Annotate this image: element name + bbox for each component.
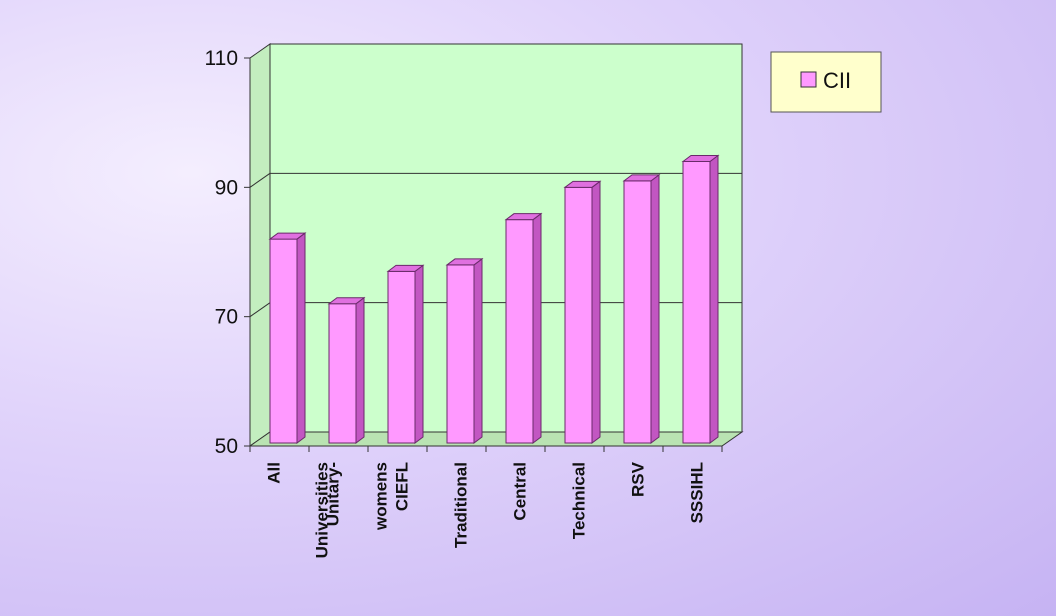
bar-top xyxy=(622,174,661,182)
bar xyxy=(327,296,366,444)
bar-front xyxy=(623,180,652,444)
category-label-line: All xyxy=(265,462,284,484)
bar xyxy=(622,173,661,444)
side-wall xyxy=(249,43,271,447)
bar-side xyxy=(296,232,306,444)
bar-side xyxy=(414,264,424,444)
bar-side xyxy=(650,173,660,444)
bar-side xyxy=(709,154,719,444)
category-label: Technical xyxy=(570,462,589,539)
bar-side xyxy=(591,180,601,444)
category-label: CIEFL xyxy=(393,462,412,511)
category-label: SSSIHL xyxy=(688,462,707,523)
chart-walls xyxy=(248,43,744,447)
legend-label: CII xyxy=(823,68,851,93)
category-label: Traditional xyxy=(452,462,471,548)
bar-top xyxy=(504,213,543,221)
bar-front xyxy=(505,219,534,444)
legend-swatch xyxy=(800,71,817,88)
category-label-line: womens xyxy=(372,462,391,531)
bar xyxy=(563,180,602,444)
bars xyxy=(268,154,720,444)
gridline-side xyxy=(249,302,271,318)
legend: CII xyxy=(770,51,882,113)
bar-top xyxy=(327,297,366,305)
bar-front xyxy=(387,270,416,444)
floor xyxy=(248,431,744,447)
bar-side xyxy=(532,212,542,444)
y-tick-label: 110 xyxy=(205,47,238,70)
gridline-side xyxy=(249,172,271,188)
category-label-line: Unitary- xyxy=(324,462,343,526)
y-tick-label: 70 xyxy=(215,306,238,329)
category-label-line: Universities xyxy=(313,462,332,558)
bar-top xyxy=(681,154,720,162)
bar-top xyxy=(386,264,425,272)
bar xyxy=(268,232,307,444)
bar-top xyxy=(563,180,602,188)
bar-front xyxy=(328,303,357,444)
bar xyxy=(681,154,720,444)
y-tick-label: 90 xyxy=(215,176,238,199)
bar-front xyxy=(682,160,711,444)
legend-box xyxy=(770,51,882,113)
bar-top xyxy=(445,258,484,266)
y-tick-label: 50 xyxy=(215,435,238,458)
y-axis-ticks: 50 70 90 110 xyxy=(205,47,723,458)
bar-front xyxy=(446,264,475,444)
bar xyxy=(445,257,484,444)
category-label: RSV xyxy=(629,461,648,497)
bar-front xyxy=(564,186,593,444)
bar xyxy=(386,264,425,444)
bar-front xyxy=(269,238,298,444)
bar-side xyxy=(473,257,483,444)
bar xyxy=(504,212,543,444)
category-label: Central xyxy=(511,462,530,521)
bar-top xyxy=(268,232,307,240)
bar-side xyxy=(355,296,365,444)
